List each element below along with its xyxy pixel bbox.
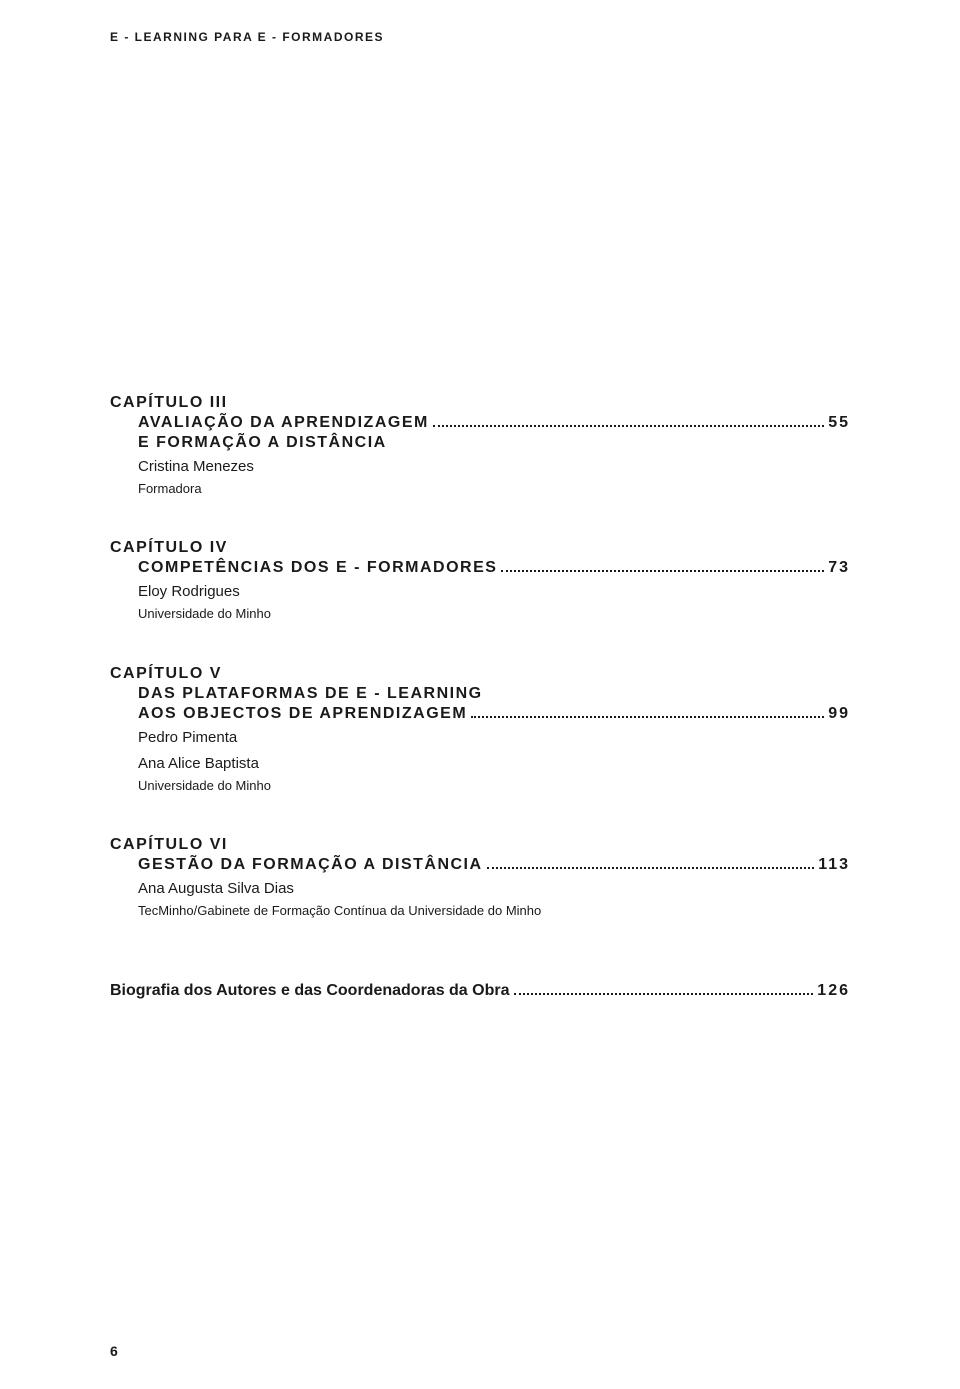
chapter-group: CAPÍTULO VI GESTÃO DA FORMAÇÃO A DISTÂNC…: [110, 836, 850, 921]
toc-entry: AOS OBJECTOS DE APRENDIZAGEM 99: [110, 705, 850, 723]
author-name: Eloy Rodrigues: [110, 581, 850, 604]
leader-dots: [471, 716, 824, 718]
chapter-label: CAPÍTULO III: [110, 394, 850, 412]
entry-title: AOS OBJECTOS DE APRENDIZAGEM: [110, 705, 467, 723]
chapter-label: CAPÍTULO VI: [110, 836, 850, 854]
toc-entry: DAS PLATAFORMAS DE E - LEARNING: [110, 685, 850, 703]
author-name: Ana Alice Baptista: [110, 753, 850, 776]
toc-entry: E FORMAÇÃO A DISTÂNCIA: [110, 434, 850, 452]
author-affiliation: Universidade do Minho: [110, 604, 850, 625]
running-header: E - LEARNING PARA E - FORMADORES: [110, 30, 850, 44]
leader-dots: [514, 993, 814, 995]
author-name: Cristina Menezes: [110, 456, 850, 479]
chapter-group: CAPÍTULO V DAS PLATAFORMAS DE E - LEARNI…: [110, 665, 850, 797]
entry-page: 113: [818, 856, 850, 874]
entry-title: DAS PLATAFORMAS DE E - LEARNING: [110, 685, 483, 703]
toc-entry: COMPETÊNCIAS DOS E - FORMADORES 73: [110, 559, 850, 577]
leader-dots: [433, 425, 824, 427]
chapter-group: CAPÍTULO III AVALIAÇÃO DA APRENDIZAGEM 5…: [110, 394, 850, 499]
entry-page: 99: [828, 705, 850, 723]
toc-entry: Biografia dos Autores e das Coordenadora…: [110, 982, 850, 1000]
document-page: E - LEARNING PARA E - FORMADORES CAPÍTUL…: [0, 0, 960, 1389]
entry-title: COMPETÊNCIAS DOS E - FORMADORES: [110, 559, 497, 577]
page-number: 6: [110, 1343, 118, 1359]
author-name: Ana Augusta Silva Dias: [110, 878, 850, 901]
chapter-group: CAPÍTULO IV COMPETÊNCIAS DOS E - FORMADO…: [110, 539, 850, 624]
author-affiliation: TecMinho/Gabinete de Formação Contínua d…: [110, 901, 850, 922]
entry-page: 73: [828, 559, 850, 577]
bio-section: Biografia dos Autores e das Coordenadora…: [110, 982, 850, 1000]
entry-title: GESTÃO DA FORMAÇÃO A DISTÂNCIA: [110, 856, 483, 874]
toc-entry: GESTÃO DA FORMAÇÃO A DISTÂNCIA 113: [110, 856, 850, 874]
author-name: Pedro Pimenta: [110, 727, 850, 750]
bio-title: Biografia dos Autores e das Coordenadora…: [110, 982, 510, 1000]
author-affiliation: Universidade do Minho: [110, 776, 850, 797]
author-affiliation: Formadora: [110, 479, 850, 500]
entry-page: 55: [828, 414, 850, 432]
leader-dots: [501, 570, 824, 572]
chapter-label: CAPÍTULO V: [110, 665, 850, 683]
entry-title: AVALIAÇÃO DA APRENDIZAGEM: [110, 414, 429, 432]
toc-entry: AVALIAÇÃO DA APRENDIZAGEM 55: [110, 414, 850, 432]
entry-page: 126: [817, 982, 850, 1000]
leader-dots: [487, 867, 815, 869]
chapter-label: CAPÍTULO IV: [110, 539, 850, 557]
entry-title: E FORMAÇÃO A DISTÂNCIA: [110, 434, 387, 452]
